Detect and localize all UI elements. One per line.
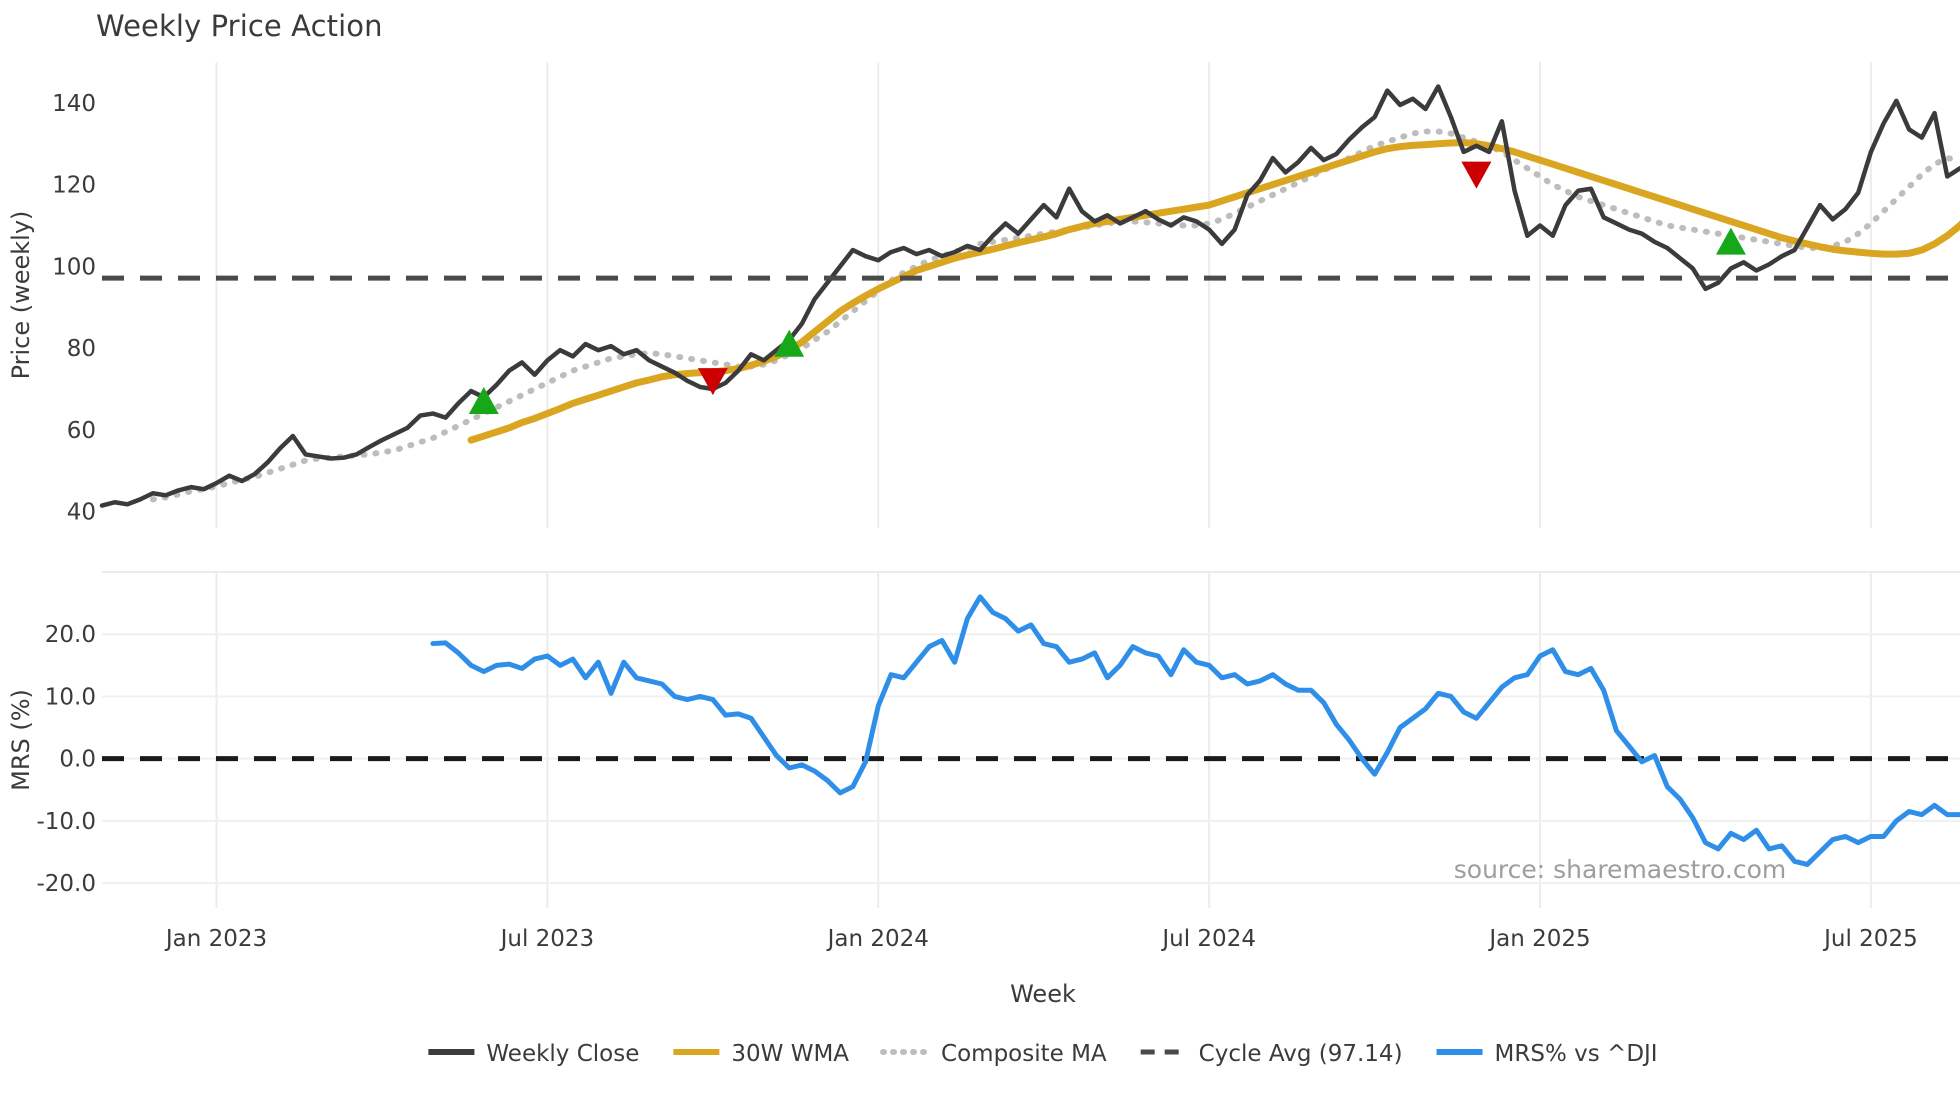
legend-label: Weekly Close — [486, 1041, 639, 1067]
price-y-axis-title: Price (weekly) — [7, 211, 35, 380]
mrs-y-axis-title: MRS (%) — [7, 689, 35, 791]
x-axis-tick-label: Jul 2025 — [1822, 926, 1918, 952]
composite-ma-line — [149, 128, 1960, 503]
legend-label: 30W WMA — [731, 1041, 849, 1067]
x-axis-tick-label: Jan 2024 — [826, 926, 929, 952]
x-axis-tick-label: Jan 2023 — [164, 926, 267, 952]
price-y-tick-label: 100 — [52, 254, 96, 280]
sell-signal-marker — [697, 368, 728, 396]
legend-item[interactable]: Composite MA — [880, 1041, 1107, 1067]
mrs-y-tick-label: -20.0 — [36, 871, 96, 897]
legend-item[interactable]: Weekly Close — [428, 1041, 639, 1067]
price-y-tick-label: 140 — [52, 91, 96, 117]
mrs-y-tick-label: 20.0 — [45, 622, 96, 648]
x-axis-tick-label: Jul 2023 — [499, 926, 595, 952]
buy-signal-marker — [774, 329, 805, 357]
legend-item[interactable]: 30W WMA — [673, 1041, 849, 1067]
legend-label: MRS% vs ^DJI — [1495, 1041, 1658, 1067]
mrs-y-tick-label: 0.0 — [59, 747, 96, 773]
mrs-y-tick-label: 10.0 — [45, 684, 96, 710]
x-axis-title: Week — [1010, 980, 1076, 1008]
watermark-text: source: sharemaestro.com — [1454, 855, 1787, 884]
mrs-line — [430, 594, 1960, 867]
x-axis-tick-label: Jan 2025 — [1487, 926, 1590, 952]
weekly-close-line — [99, 84, 1960, 508]
mrs-y-tick-label: -10.0 — [36, 809, 96, 835]
wma-line — [467, 139, 1960, 444]
chart-title: Weekly Price Action — [96, 9, 383, 43]
legend-label: Composite MA — [941, 1041, 1107, 1067]
price-y-tick-label: 60 — [67, 418, 96, 444]
legend-label: Cycle Avg (97.14) — [1199, 1041, 1403, 1067]
price-y-tick-label: 120 — [52, 173, 96, 199]
legend-item[interactable]: Cycle Avg (97.14) — [1140, 1041, 1403, 1067]
buy-signal-marker — [1715, 227, 1746, 255]
price-y-tick-label: 80 — [67, 336, 96, 362]
legend-item[interactable]: MRS% vs ^DJI — [1436, 1041, 1658, 1067]
x-axis-tick-label: Jul 2024 — [1160, 926, 1256, 952]
sell-signal-marker — [1461, 161, 1492, 189]
price-y-tick-label: 40 — [67, 500, 96, 526]
buy-signal-marker — [468, 387, 499, 415]
